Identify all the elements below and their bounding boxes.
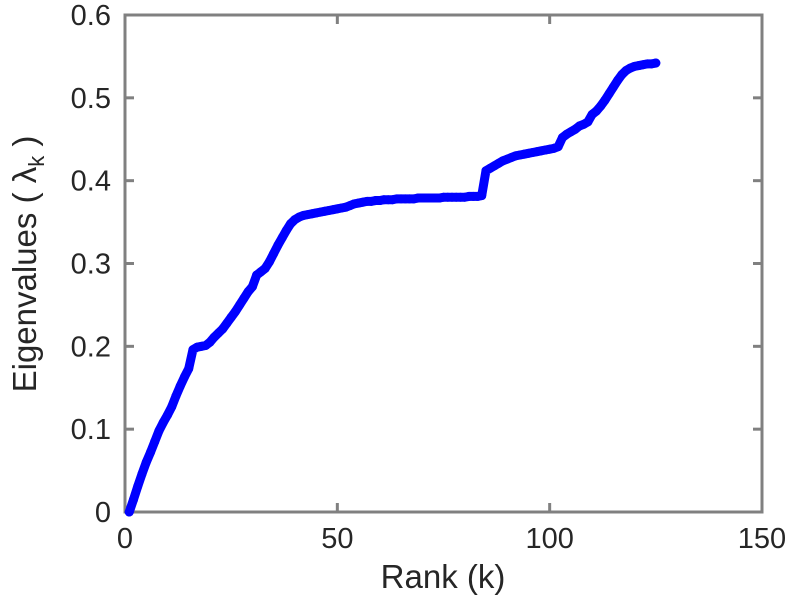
x-tick-label: 150: [738, 523, 786, 555]
data-point-marker: [239, 293, 249, 303]
data-point-marker: [277, 233, 287, 243]
y-tick-label: 0.3: [71, 249, 111, 281]
data-point-marker: [651, 58, 661, 68]
data-point-marker: [264, 257, 274, 267]
data-point-marker: [608, 82, 618, 92]
data-point-marker: [235, 300, 245, 310]
data-point-marker: [133, 481, 143, 491]
x-axis-title: Rank (k): [381, 558, 506, 595]
tick-marks: [123, 13, 764, 514]
data-point-marker: [604, 89, 614, 99]
data-point-marker: [124, 507, 134, 517]
data-point-marker: [167, 402, 177, 412]
y-tick-label: 0.4: [71, 166, 111, 198]
data-point-marker: [281, 225, 291, 235]
axes-frame: [123, 13, 764, 514]
y-tick-label: 0.6: [71, 0, 111, 32]
y-axis-title-tail: ): [6, 136, 43, 156]
axes: [123, 13, 764, 514]
x-tick-labels: 0 50 100 150: [117, 523, 786, 555]
data-point-marker: [583, 117, 593, 127]
y-tick-label: 0.2: [71, 331, 111, 363]
data-point-marker: [158, 418, 168, 428]
data-point-marker: [171, 391, 181, 401]
data-point-marker: [273, 240, 283, 250]
x-tick-label: 100: [525, 523, 573, 555]
data-point-marker: [175, 381, 185, 391]
data-point-marker: [141, 457, 151, 467]
y-axis-title: Eigenvalues ( λk ): [6, 136, 49, 393]
y-tick-label: 0.5: [71, 83, 111, 115]
data-point-marker: [553, 142, 563, 152]
data-point-marker: [128, 495, 138, 505]
y-tick-label: 0.1: [71, 414, 111, 446]
data-point-marker: [162, 410, 172, 420]
data-point-marker: [137, 469, 147, 479]
data-point-marker: [247, 282, 257, 292]
data-point-marker: [477, 191, 487, 201]
data-point-marker: [600, 95, 610, 105]
data-point-marker: [154, 426, 164, 436]
data-point-marker: [145, 447, 155, 457]
y-axis-title-subscript: k: [24, 155, 49, 167]
data-point-marker: [230, 307, 240, 317]
data-point-marker: [184, 364, 194, 374]
data-point-marker: [269, 249, 279, 259]
eigenvalue-curve: [124, 58, 661, 517]
y-tick-label: 0: [95, 497, 111, 529]
data-point-marker: [179, 372, 189, 382]
y-tick-labels: 0 0.1 0.2 0.3 0.4 0.5 0.6: [71, 0, 111, 529]
x-tick-label: 50: [321, 523, 353, 555]
data-point-marker: [150, 437, 160, 447]
y-axis-title-main: Eigenvalues ( λ: [6, 166, 43, 392]
x-tick-label: 0: [117, 523, 133, 555]
data-point-marker: [260, 263, 270, 273]
